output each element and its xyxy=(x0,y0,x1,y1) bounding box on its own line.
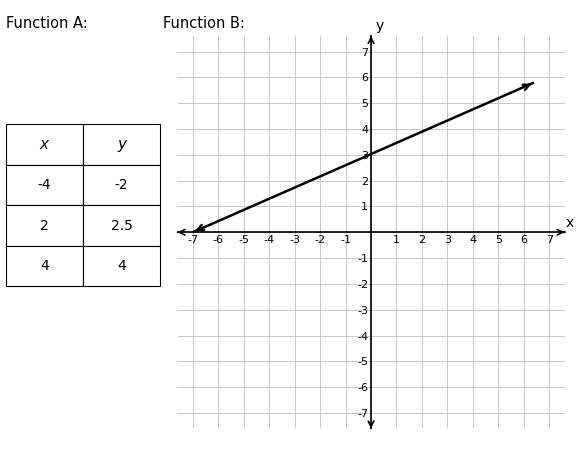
Text: x: x xyxy=(566,216,574,230)
Text: Function A:: Function A: xyxy=(6,16,87,31)
Text: Function B:: Function B: xyxy=(163,16,245,31)
Text: y: y xyxy=(376,19,384,33)
